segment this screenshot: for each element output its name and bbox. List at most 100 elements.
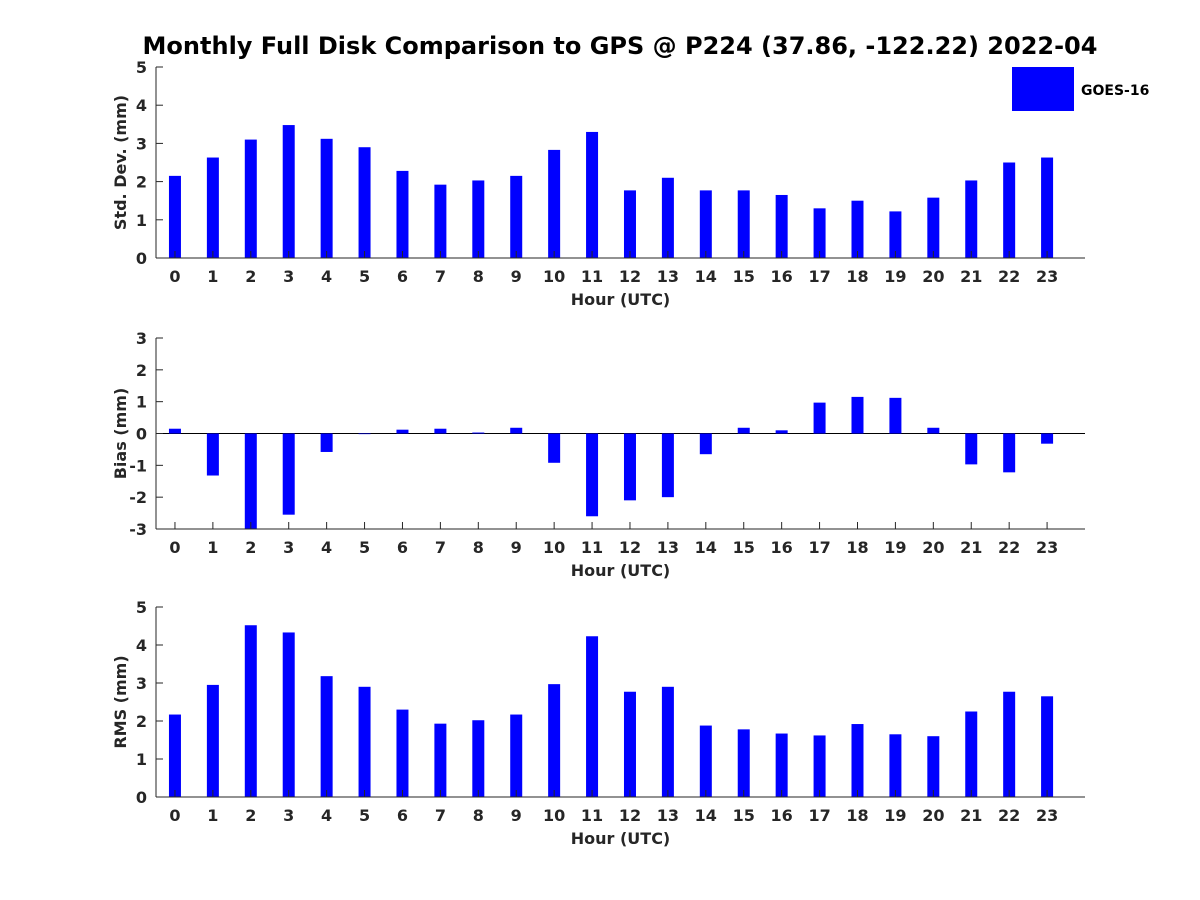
rms-bar-7	[434, 723, 447, 797]
bias-bar-17	[813, 402, 826, 434]
bias-y-tick-label: 3	[136, 329, 147, 348]
bias-bar-7	[434, 428, 447, 434]
std-dev-bar-7	[434, 184, 447, 258]
rms-bar-16	[775, 733, 788, 797]
std-dev-x-tick-label: 17	[808, 267, 830, 286]
std-dev-x-tick-label: 20	[922, 267, 944, 286]
std-dev-x-axis-label: Hour (UTC)	[571, 290, 671, 309]
std-dev-x-tick-label: 4	[321, 267, 332, 286]
rms-x-tick-label: 4	[321, 806, 332, 825]
std-dev-bar-17	[813, 208, 826, 258]
rms-bar-12	[623, 691, 636, 797]
bias-bar-22	[1003, 433, 1016, 473]
rms-y-tick-label: 4	[136, 636, 147, 655]
bias-x-tick-label: 10	[543, 538, 565, 557]
rms-bar-22	[1003, 691, 1016, 797]
bias-panel: 0 1 2 3 4 5 6 7 8 9 10 11 12 13 14 15 16 17 18 19 20 21 22 23-3…	[111, 329, 1085, 580]
bias-bar-15	[737, 427, 750, 434]
bias-x-tick-label: 19	[884, 538, 906, 557]
std-dev-panel: 0 1 2 3 4 5 6 7 8 9 10 11 12 13 14 15 16 17 18 19 20 21 22 2301…	[111, 58, 1085, 309]
std-dev-bar-21	[965, 180, 978, 258]
std-dev-bar-10	[548, 149, 561, 258]
bias-x-tick-label: 12	[619, 538, 641, 557]
rms-bar-0	[168, 714, 181, 797]
rms-bar-11	[586, 636, 599, 797]
std-dev-bar-13	[661, 177, 674, 258]
bias-x-tick-label: 18	[846, 538, 868, 557]
rms-x-tick-label: 1	[207, 806, 218, 825]
std-dev-x-tick-label: 1	[207, 267, 218, 286]
bias-y-tick-label: -2	[129, 488, 147, 507]
bias-bar-4	[320, 433, 333, 452]
bias-bar-14	[699, 433, 712, 455]
std-dev-bar-3	[282, 125, 295, 259]
rms-x-tick-label: 6	[397, 806, 408, 825]
rms-y-tick-label: 5	[136, 598, 147, 617]
bias-x-tick-label: 13	[657, 538, 679, 557]
bias-x-tick-label: 17	[808, 538, 830, 557]
bias-x-tick-label: 11	[581, 538, 603, 557]
rms-x-tick-label: 10	[543, 806, 565, 825]
std-dev-x-tick-label: 9	[511, 267, 522, 286]
legend-label-goes-16: GOES-16	[1081, 83, 1149, 99]
std-dev-bar-6	[396, 170, 409, 258]
bias-bar-13	[661, 433, 674, 498]
rms-x-tick-label: 12	[619, 806, 641, 825]
std-dev-bar-22	[1003, 162, 1016, 258]
rms-x-tick-label: 9	[511, 806, 522, 825]
bias-bar-18	[851, 396, 864, 434]
rms-bar-23	[1041, 696, 1054, 797]
rms-x-tick-label: 5	[359, 806, 370, 825]
rms-x-axis-label: Hour (UTC)	[571, 829, 671, 848]
std-dev-y-tick-label: 4	[136, 96, 147, 115]
rms-bar-3	[282, 632, 295, 797]
bias-x-tick-label: 9	[511, 538, 522, 557]
std-dev-bar-20	[927, 197, 940, 258]
std-dev-x-tick-label: 3	[283, 267, 294, 286]
std-dev-bar-0	[168, 175, 181, 258]
std-dev-bar-23	[1041, 157, 1054, 258]
std-dev-bar-2	[244, 139, 257, 258]
legend: GOES-16	[1012, 67, 1149, 111]
bias-y-axis-label: Bias (mm)	[111, 388, 130, 480]
rms-x-tick-label: 0	[169, 806, 180, 825]
std-dev-bar-16	[775, 194, 788, 258]
rms-x-tick-label: 7	[435, 806, 446, 825]
rms-bar-21	[965, 711, 978, 797]
std-dev-bar-5	[358, 147, 371, 258]
rms-bar-17	[813, 735, 826, 797]
bias-y-tick-label: -1	[129, 456, 147, 475]
bias-bar-8	[472, 432, 485, 434]
std-dev-bar-18	[851, 200, 864, 258]
bias-bar-1	[206, 433, 219, 476]
bias-bar-19	[889, 397, 902, 434]
rms-x-tick-label: 22	[998, 806, 1020, 825]
bias-x-tick-label: 2	[245, 538, 256, 557]
std-dev-bar-12	[623, 190, 636, 258]
rms-y-tick-label: 2	[136, 712, 147, 731]
bias-x-tick-label: 1	[207, 538, 218, 557]
std-dev-y-tick-label: 2	[136, 173, 147, 192]
std-dev-bar-1	[206, 157, 219, 258]
rms-x-tick-label: 13	[657, 806, 679, 825]
bias-x-tick-label: 16	[771, 538, 793, 557]
std-dev-bar-19	[889, 211, 902, 258]
rms-bar-9	[510, 714, 523, 797]
rms-bar-2	[244, 625, 257, 797]
std-dev-x-tick-label: 13	[657, 267, 679, 286]
bias-bar-21	[965, 433, 978, 465]
bias-bar-12	[623, 433, 636, 501]
std-dev-y-tick-label: 0	[136, 249, 147, 268]
std-dev-bar-9	[510, 175, 523, 258]
rms-bar-10	[548, 684, 561, 797]
rms-y-tick-label: 3	[136, 674, 147, 693]
rms-y-axis-label: RMS (mm)	[111, 655, 130, 748]
rms-x-tick-label: 3	[283, 806, 294, 825]
chart-title: Monthly Full Disk Comparison to GPS @ P2…	[143, 32, 1098, 60]
std-dev-x-tick-label: 18	[846, 267, 868, 286]
rms-bar-14	[699, 725, 712, 797]
std-dev-bar-15	[737, 190, 750, 258]
bias-bar-2	[244, 433, 257, 529]
bias-y-tick-label: 0	[136, 425, 147, 444]
